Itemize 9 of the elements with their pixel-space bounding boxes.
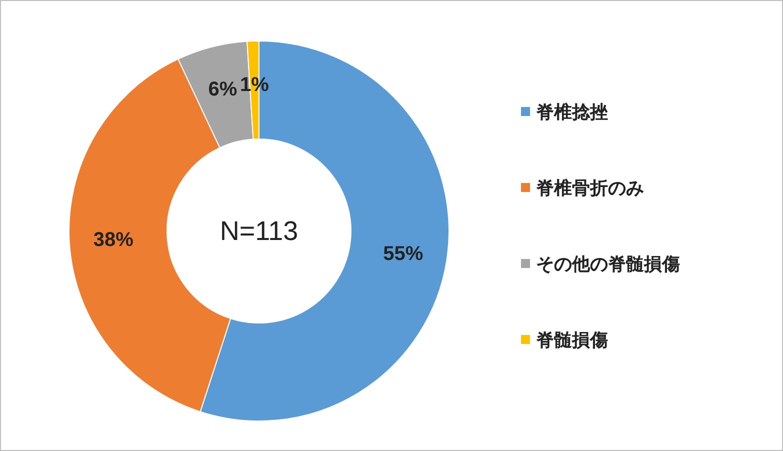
text: N=113 (220, 216, 298, 246)
data-label: 38% (93, 229, 134, 252)
legend-label: その他の脊髄損傷 (536, 252, 680, 276)
legend-label: 脊髄損傷 (536, 328, 608, 352)
data-label: 1% (240, 74, 270, 96)
data-label: 6% (208, 78, 238, 101)
data-label: 55% (383, 242, 424, 265)
legend-label: 脊椎捻挫 (536, 100, 608, 124)
legend-label: 脊椎骨折のみ (536, 176, 644, 200)
